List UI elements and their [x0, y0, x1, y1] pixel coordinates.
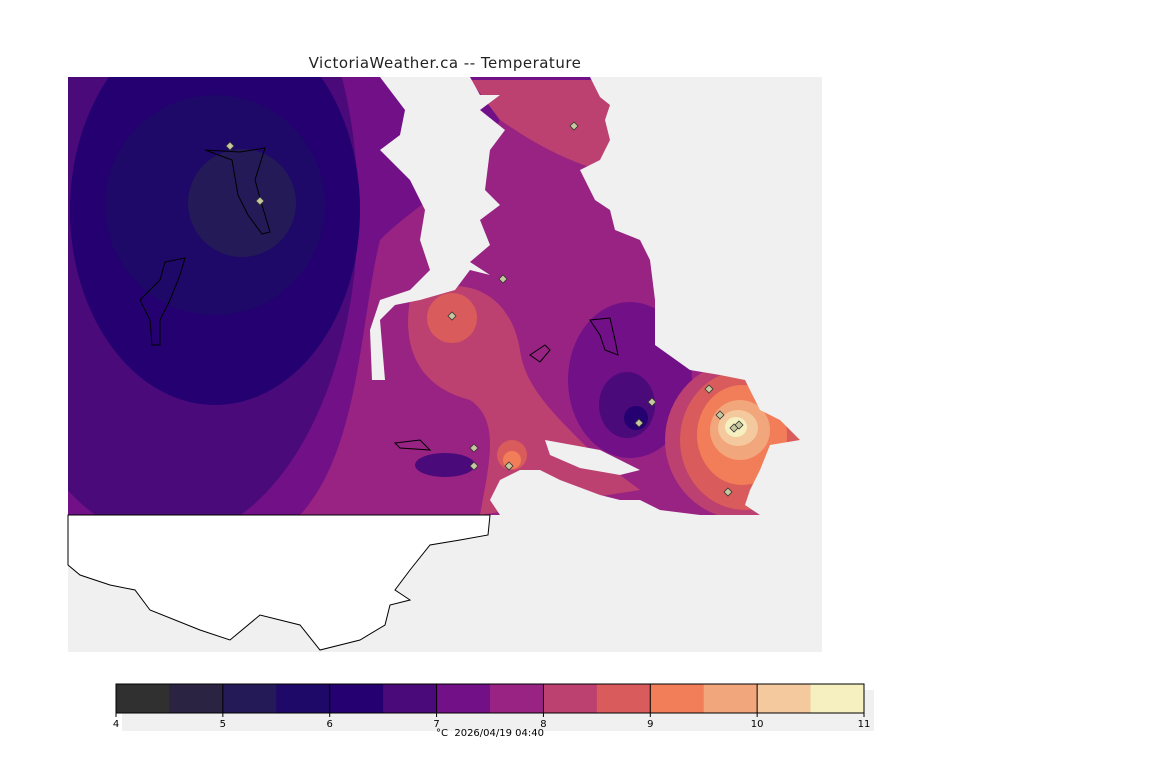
colorbar-bin [383, 684, 438, 713]
colorbar-bin [169, 684, 224, 713]
station-marker-icon [469, 461, 479, 471]
colorbar-bin [329, 684, 384, 713]
contour-6.5-7-low [599, 372, 655, 438]
island-outline-west [139, 257, 186, 346]
contour-8-8.5-north [470, 80, 615, 175]
colorbar-bin [757, 684, 812, 713]
station-marker-icon [504, 461, 514, 471]
colorbar-bin [650, 684, 705, 713]
weather-stations [225, 121, 744, 497]
caption: °C 2026/04/19 04:40 [0, 728, 980, 739]
colorbar-bin [490, 684, 544, 713]
contour-6.5-7-small [415, 453, 475, 477]
colorbar-tick-label: 4 [113, 719, 119, 730]
saanich-inlet-water [370, 77, 505, 380]
station-marker-icon [498, 274, 508, 284]
colorbar-bin [703, 684, 758, 713]
station-marker-icon [469, 443, 479, 453]
harbour-water [545, 440, 640, 475]
lake-outline-west [393, 439, 432, 451]
station-marker-icon [569, 121, 579, 131]
unit-label: °C [436, 728, 448, 739]
colorbar-tick-label: 8 [540, 719, 546, 730]
station-marker-icon [447, 311, 457, 321]
colorbar-tick-label: 9 [647, 719, 653, 730]
contour-6-6.5-low [624, 406, 648, 430]
station-marker-icon [225, 141, 235, 151]
colorbar-bin [222, 684, 277, 713]
colorbar-tick-label: 7 [433, 719, 439, 730]
coastlines [139, 147, 619, 451]
colorbar: 4 5 6 7 8 9 10 11 [113, 683, 874, 731]
colorbar-tick-label: 11 [858, 719, 871, 730]
colorbar-bin [543, 684, 598, 713]
map-title: VictoriaWeather.ca -- Temperature [308, 54, 582, 72]
station-marker-icon [647, 397, 657, 407]
temperature-contours [68, 77, 822, 515]
station-marker-icon [734, 420, 744, 430]
colorbar-bin [596, 684, 651, 713]
lake-outline-small [529, 344, 551, 363]
haro-strait-water [580, 77, 822, 515]
colorbar-tick-label: 10 [751, 719, 764, 730]
colorbar-tick-label: 5 [220, 719, 226, 730]
colorbar-tick-label: 6 [327, 719, 333, 730]
island-outline [204, 147, 271, 235]
station-marker-icon [255, 196, 265, 206]
colorbar-bin [436, 684, 491, 713]
lake-outline [589, 317, 619, 356]
colorbar-bin [810, 684, 865, 713]
colorbar-bin [276, 684, 331, 713]
station-marker-icon [704, 384, 714, 394]
colorbar-bin [116, 684, 170, 713]
timestamp: 2026/04/19 04:40 [454, 728, 544, 739]
station-marker-icon [723, 487, 733, 497]
station-marker-icon [715, 410, 725, 420]
station-marker-icon [634, 418, 644, 428]
juan-de-fuca-water [490, 470, 700, 515]
olympic-peninsula-land [67, 514, 491, 651]
